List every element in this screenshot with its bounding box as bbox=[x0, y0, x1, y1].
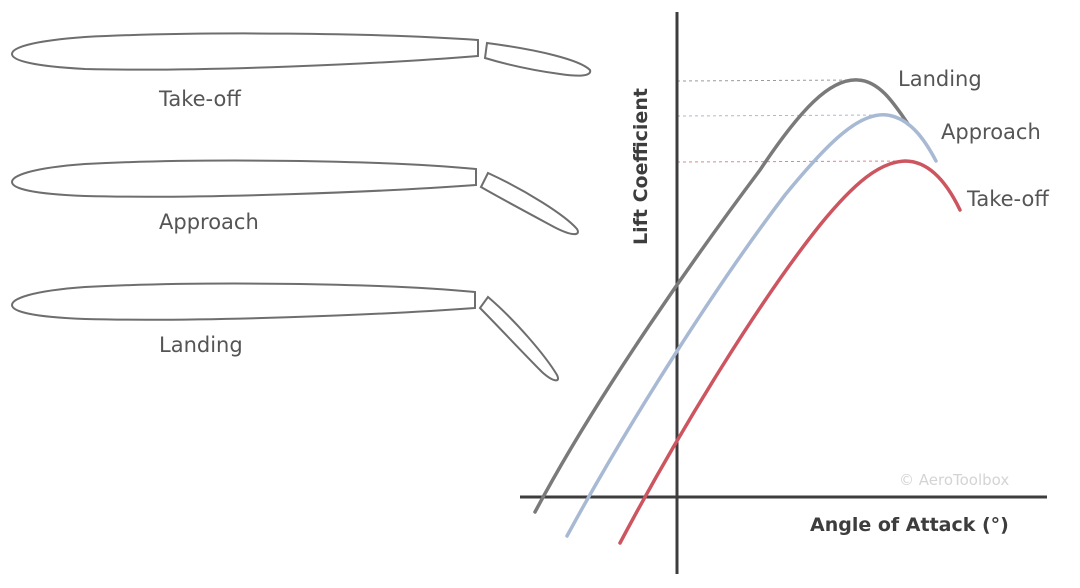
airfoil-approach-flap bbox=[479, 171, 579, 236]
curve-landing bbox=[533, 78, 910, 514]
curve-label-approach: Approach bbox=[941, 120, 1041, 144]
airfoil-approach: Approach bbox=[10, 159, 579, 236]
watermark-text: © AeroToolbox bbox=[899, 471, 1009, 489]
airfoil-label-takeoff: Take-off bbox=[158, 87, 241, 111]
cl-max-line-takeoff bbox=[676, 160, 906, 163]
airfoil-approach-main bbox=[10, 159, 477, 198]
x-axis-title: Angle of Attack (°) bbox=[810, 514, 1009, 536]
airfoil-landing: Landing bbox=[10, 282, 559, 382]
cl-max-line-landing bbox=[676, 79, 856, 82]
curve-approach bbox=[565, 113, 938, 538]
airfoil-takeoff-main bbox=[10, 32, 479, 71]
cl-max-line-approach bbox=[676, 114, 886, 117]
y-axis-title: Lift Coefficient bbox=[630, 88, 652, 245]
curve-takeoff bbox=[618, 159, 962, 545]
airfoil-label-approach: Approach bbox=[159, 210, 259, 234]
airfoil-takeoff: Take-off bbox=[10, 32, 592, 111]
airfoil-label-landing: Landing bbox=[159, 333, 243, 357]
airfoil-landing-flap bbox=[478, 295, 559, 382]
curve-label-landing: Landing bbox=[898, 67, 982, 91]
curve-label-takeoff: Take-off bbox=[966, 187, 1049, 211]
airfoil-landing-main bbox=[10, 282, 476, 321]
airfoil-takeoff-flap bbox=[483, 41, 592, 77]
